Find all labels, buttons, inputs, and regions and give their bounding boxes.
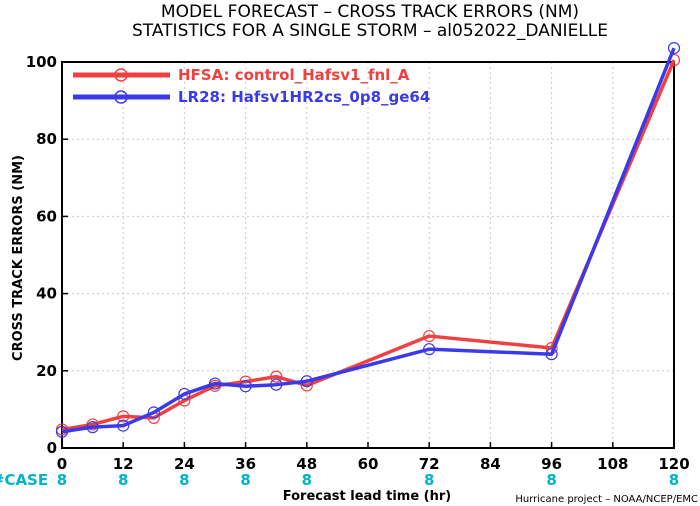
x-ticks: 0 12 24 36 48 60 72 84 96 108 120: [57, 442, 690, 473]
data-point: [117, 419, 130, 432]
data-point: [300, 375, 313, 388]
legend-label: HFSA: control_Hafsv1_fnl_A: [178, 66, 410, 84]
x-tick-label: 120: [658, 455, 689, 473]
legend-marker: [114, 90, 128, 104]
x-tick-label: 36: [235, 455, 256, 473]
y-tick-label: 20: [36, 362, 57, 380]
legend-item: LR28: Hafsv1HR2cs_0p8_ge64: [73, 88, 430, 106]
y-tick-label: 60: [36, 207, 57, 225]
data-point: [239, 380, 252, 393]
x-tick-label: 72: [419, 455, 440, 473]
legend: HFSA: control_Hafsv1_fnl_A LR28: Hafsv1HR…: [73, 66, 430, 106]
series-2: [55, 42, 681, 438]
data-point: [208, 377, 222, 390]
y-tick-label: 0: [47, 439, 57, 457]
x-axis-label: Forecast lead time (hr): [283, 489, 451, 504]
chart-title: MODEL FORECAST – CROSS TRACK ERRORS (NM): [161, 2, 579, 22]
x-tick-label: 60: [358, 455, 379, 473]
y-axis-label: CROSS TRACK ERRORS (NM): [11, 155, 26, 361]
y-tick-label: 80: [36, 130, 57, 148]
case-count: 8: [118, 471, 128, 489]
case-count: 8: [669, 471, 679, 489]
series-layer: [55, 42, 681, 438]
plot-frame: [61, 61, 675, 449]
data-point: [86, 421, 99, 434]
case-count: 8: [546, 471, 556, 489]
data-point: [545, 348, 558, 361]
x-tick-label: 108: [597, 455, 628, 473]
data-point: [55, 425, 69, 438]
y-tick-label: 40: [36, 285, 57, 303]
credit-text: Hurricane project – NOAA/NCEP/EMC: [515, 494, 698, 505]
case-count: 8: [179, 471, 189, 489]
x-tick-label: 48: [296, 455, 317, 473]
data-point: [178, 387, 191, 401]
grid: [62, 62, 674, 448]
x-tick-label: 96: [541, 455, 562, 473]
y-tick-label: 100: [26, 53, 57, 71]
data-point: [423, 329, 436, 343]
legend-marker: [114, 68, 128, 82]
case-count: 8: [302, 471, 312, 489]
case-count: 8: [240, 471, 250, 489]
case-counts: 8 8 8 8 8 8 8 8: [57, 471, 679, 489]
data-point: [147, 406, 160, 419]
data-point: [667, 42, 681, 55]
series-line: [61, 59, 676, 432]
y-ticks: 0 20 40 60 80 100: [26, 53, 68, 457]
data-point: [270, 370, 283, 383]
x-tick-label: 0: [57, 455, 67, 473]
legend-item: HFSA: control_Hafsv1_fnl_A: [73, 66, 410, 84]
data-point: [270, 378, 283, 391]
x-tick-label: 24: [174, 455, 195, 473]
case-count: 8: [424, 471, 434, 489]
data-point: [117, 410, 130, 423]
x-tick-label: 12: [113, 455, 134, 473]
case-label: #CASE: [0, 471, 48, 489]
chart-subtitle: STATISTICS FOR A SINGLE STORM – al052022…: [132, 21, 608, 41]
data-point: [423, 343, 436, 356]
case-count: 8: [57, 471, 67, 489]
data-point: [86, 418, 99, 431]
x-tick-label: 84: [480, 455, 501, 473]
legend-label: LR28: Hafsv1HR2cs_0p8_ge64: [178, 88, 430, 106]
